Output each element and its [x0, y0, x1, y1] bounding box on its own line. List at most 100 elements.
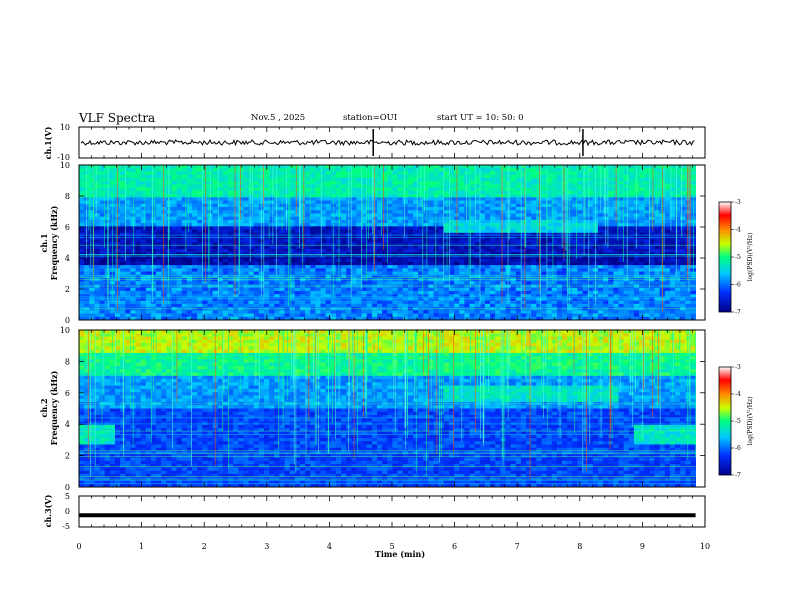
spectrogram-cell — [438, 274, 445, 279]
spectrogram-cell — [536, 313, 542, 318]
spectrogram-cell — [135, 181, 142, 185]
spectrogram-cell — [597, 242, 604, 247]
spectrogram-cell — [495, 174, 501, 179]
spectrogram-cell — [125, 177, 131, 182]
spectrogram-cell — [192, 252, 198, 256]
spectrogram-cell — [305, 174, 311, 179]
spectrogram-cell — [541, 190, 547, 195]
spectrogram-cell — [212, 300, 219, 305]
spectrogram-cell — [99, 281, 106, 285]
spectrogram-cell — [99, 174, 106, 179]
spectrogram-cell — [520, 210, 527, 214]
spectrogram-cell — [94, 181, 100, 185]
spectrogram-cell — [289, 213, 296, 218]
spectrogram-cell — [120, 303, 126, 308]
spectrogram-cell — [356, 310, 363, 314]
spectrogram-cell — [608, 265, 614, 269]
spectrogram-cell — [289, 171, 296, 176]
spectrogram-cell — [233, 258, 239, 263]
spectrogram-cell — [387, 203, 393, 208]
spectrogram-cell — [248, 168, 255, 172]
spectrogram-cell — [577, 203, 583, 208]
spectrogram-cell — [315, 187, 321, 192]
spectrogram-cell — [562, 316, 568, 321]
spectrogram-cell — [407, 245, 414, 250]
spectrogram-cell — [454, 316, 460, 321]
spectrogram-cell — [156, 200, 162, 205]
spectrogram-cell — [413, 274, 419, 279]
spectrogram-cell — [397, 297, 404, 302]
spectrogram-cell — [361, 265, 368, 269]
spectrogram-cell — [448, 174, 455, 179]
spectrogram-cell — [515, 297, 522, 302]
spectrogram-cell — [572, 226, 578, 230]
spectrogram-cell — [459, 219, 465, 224]
spectrogram-cell — [551, 245, 558, 250]
spectrogram-cell — [423, 216, 429, 221]
spectrogram-cell — [192, 181, 198, 185]
spectrogram-cell — [171, 252, 178, 256]
spectrogram-cell — [294, 219, 301, 224]
spectrogram-cell — [361, 229, 368, 234]
spectrogram-cell — [140, 236, 147, 240]
spectrogram-cell — [94, 194, 100, 198]
spectrogram-cell — [356, 200, 363, 205]
spectrogram-cell — [120, 216, 126, 221]
spectrogram-cell — [125, 300, 131, 305]
spectrogram-cell — [150, 206, 157, 211]
spectrogram-cell — [181, 245, 188, 250]
spectrogram-cell — [186, 278, 193, 282]
spectrogram-cell — [186, 187, 193, 192]
spectrogram-cell — [171, 226, 178, 230]
spectrogram-cell — [402, 197, 409, 201]
spectrogram-cell — [479, 287, 486, 292]
spectrogram-cell — [469, 181, 476, 185]
spectrogram-cell — [238, 213, 244, 218]
spectrogram-cell — [279, 313, 285, 318]
spectrogram-cell — [171, 274, 178, 279]
spectrogram-cell — [474, 255, 481, 260]
spectrogram-cell — [510, 174, 517, 179]
spectrogram-cell — [402, 248, 409, 253]
spectrogram-cell — [603, 258, 609, 263]
spectrogram-cell — [233, 223, 239, 227]
spectrogram-cell — [341, 203, 347, 208]
spectrogram-cell — [156, 239, 162, 243]
spectrogram-cell — [392, 271, 398, 276]
spectrogram-cell — [603, 290, 609, 295]
spectrogram-cell — [454, 300, 460, 305]
spectrogram-cell — [443, 168, 450, 172]
spectrogram-cell — [181, 206, 188, 211]
spectrogram-cell — [228, 310, 234, 314]
spectrogram-cell — [192, 194, 198, 198]
spectrogram-cell — [305, 274, 311, 279]
spectrogram-cell — [562, 226, 568, 230]
spectrogram-cell — [361, 174, 368, 179]
spectrogram-cell — [186, 248, 193, 253]
spectrogram-cell — [341, 216, 347, 221]
spectrogram-cell — [433, 184, 440, 189]
spectrogram-cell — [99, 313, 106, 318]
spectrogram-cell — [572, 219, 578, 224]
spectrogram-cell — [274, 290, 280, 295]
spectrogram-cell — [197, 203, 203, 208]
spectrogram-cell — [484, 274, 491, 279]
spectrogram-cell — [377, 190, 383, 195]
spectrogram-cell — [526, 297, 532, 302]
spectrogram-cell — [510, 210, 517, 214]
spectrogram-cell — [125, 287, 131, 292]
spectrogram-cell — [289, 261, 296, 266]
spectrogram-cell — [464, 236, 470, 240]
spectrogram-cell — [94, 310, 100, 314]
spectrogram-cell — [243, 194, 249, 198]
spectrogram-cell — [423, 294, 429, 298]
spectrogram-cell — [325, 223, 332, 227]
spectrogram-cell — [120, 210, 126, 214]
spectrogram-cell — [243, 290, 249, 295]
spectrogram-cell — [310, 258, 316, 263]
spectrogram-cell — [587, 229, 594, 234]
spectrogram-cell — [469, 255, 476, 260]
spectrogram-cell — [310, 297, 316, 302]
spectrogram-cell — [366, 245, 373, 250]
spectrogram-cell — [233, 200, 239, 205]
